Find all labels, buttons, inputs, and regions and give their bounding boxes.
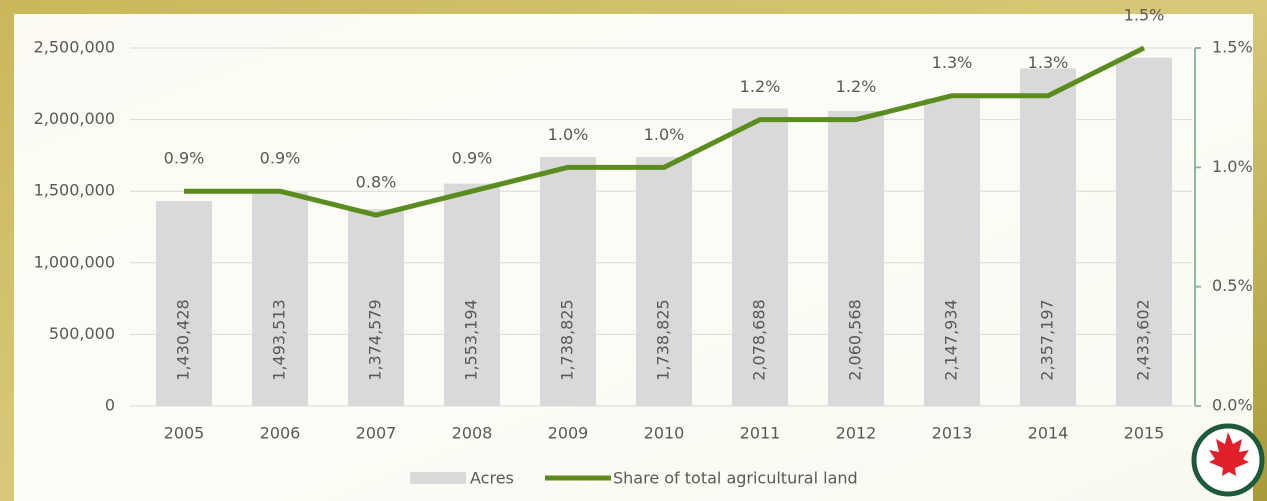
line-value-label: 1.3% bbox=[1028, 53, 1069, 72]
bar-value-label: 2,433,602 bbox=[1134, 299, 1153, 380]
bar-value-label: 1,430,428 bbox=[174, 299, 193, 380]
x-tick-label: 2005 bbox=[164, 424, 205, 443]
bar bbox=[252, 192, 308, 406]
bar-value-label: 2,357,197 bbox=[1038, 299, 1057, 380]
x-tick-label: 2010 bbox=[644, 424, 685, 443]
line-value-label: 1.5% bbox=[1124, 6, 1165, 25]
legend-label: Share of total agricultural land bbox=[613, 469, 858, 488]
x-tick-label: 2015 bbox=[1124, 424, 1165, 443]
y-tick-label: 0 bbox=[105, 396, 115, 415]
bar bbox=[444, 183, 500, 406]
line-value-label: 0.9% bbox=[164, 149, 205, 168]
line-value-label: 0.8% bbox=[356, 173, 397, 192]
x-tick-label: 2008 bbox=[452, 424, 493, 443]
y2-tick-label: 0.0% bbox=[1212, 396, 1253, 415]
y2-tick-label: 1.0% bbox=[1212, 157, 1253, 176]
x-tick-label: 2014 bbox=[1028, 424, 1069, 443]
bar-value-label: 1,493,513 bbox=[270, 299, 289, 380]
line-value-label: 1.3% bbox=[932, 53, 973, 72]
bar bbox=[348, 209, 404, 406]
y-tick-label: 500,000 bbox=[49, 324, 115, 343]
bar-value-label: 1,553,194 bbox=[462, 299, 481, 380]
bar-value-label: 1,738,825 bbox=[654, 299, 673, 380]
bar bbox=[828, 110, 884, 406]
line-value-label: 1.0% bbox=[644, 125, 685, 144]
y2-tick-label: 0.5% bbox=[1212, 276, 1253, 295]
line-value-label: 1.2% bbox=[740, 77, 781, 96]
bar-value-label: 2,078,688 bbox=[750, 299, 769, 380]
bar bbox=[636, 157, 692, 406]
bar bbox=[540, 157, 596, 406]
bar bbox=[156, 201, 212, 406]
y-tick-label: 1,000,000 bbox=[34, 252, 115, 271]
legend-label: Acres bbox=[470, 469, 514, 488]
bar-value-label: 1,374,579 bbox=[366, 299, 385, 380]
line-value-label: 1.0% bbox=[548, 125, 589, 144]
x-tick-label: 2007 bbox=[356, 424, 397, 443]
bar bbox=[1020, 68, 1076, 406]
legend-swatch bbox=[410, 472, 466, 484]
y-tick-label: 2,000,000 bbox=[34, 109, 115, 128]
y-tick-label: 2,500,000 bbox=[34, 38, 115, 57]
bar-value-label: 2,060,568 bbox=[846, 299, 865, 380]
line bbox=[184, 45, 1146, 218]
line-value-label: 1.2% bbox=[836, 77, 877, 96]
y-tick-label: 1,500,000 bbox=[34, 181, 115, 200]
bar bbox=[732, 108, 788, 406]
logo bbox=[1191, 423, 1265, 497]
line-value-label: 0.9% bbox=[260, 149, 301, 168]
bar-value-label: 2,147,934 bbox=[942, 299, 961, 380]
x-tick-label: 2009 bbox=[548, 424, 589, 443]
x-tick-label: 2013 bbox=[932, 424, 973, 443]
x-tick-label: 2006 bbox=[260, 424, 301, 443]
bar bbox=[1116, 57, 1172, 407]
x-tick-label: 2012 bbox=[836, 424, 877, 443]
y2-tick-label: 1.5% bbox=[1212, 38, 1253, 57]
bar bbox=[924, 98, 980, 407]
x-tick-label: 2011 bbox=[740, 424, 781, 443]
line-value-label: 0.9% bbox=[452, 149, 493, 168]
bar-value-label: 1,738,825 bbox=[558, 299, 577, 380]
